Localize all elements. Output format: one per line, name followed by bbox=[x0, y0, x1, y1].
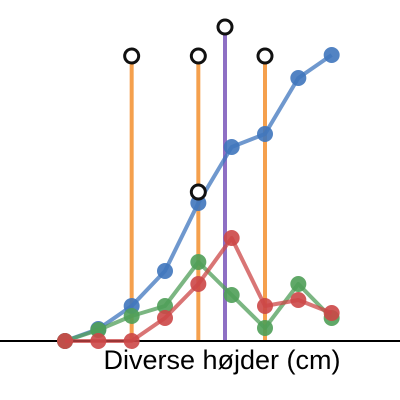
series-point bbox=[257, 320, 273, 336]
series-point bbox=[323, 305, 340, 321]
series-point bbox=[190, 254, 207, 270]
marker bbox=[216, 18, 234, 36]
series-point bbox=[323, 47, 340, 63]
series-point bbox=[257, 126, 273, 142]
series-point bbox=[123, 333, 140, 349]
x-axis-label: Diverse højder (cm) bbox=[103, 345, 340, 375]
series-point bbox=[190, 276, 207, 292]
series-point bbox=[157, 263, 173, 279]
series-point bbox=[57, 333, 73, 349]
series-point bbox=[157, 298, 173, 314]
series-point bbox=[123, 308, 140, 324]
series-point bbox=[290, 292, 307, 308]
series-point bbox=[290, 276, 307, 292]
series-point bbox=[90, 333, 107, 349]
series-point bbox=[223, 139, 240, 155]
marker bbox=[189, 47, 207, 65]
series-point bbox=[223, 230, 240, 246]
series-point bbox=[223, 287, 240, 303]
series-point bbox=[157, 310, 173, 326]
series-point bbox=[90, 322, 107, 338]
series-point bbox=[290, 70, 307, 86]
marker bbox=[256, 47, 274, 65]
marker bbox=[123, 47, 141, 65]
marker bbox=[189, 183, 207, 201]
series-point bbox=[257, 298, 273, 314]
